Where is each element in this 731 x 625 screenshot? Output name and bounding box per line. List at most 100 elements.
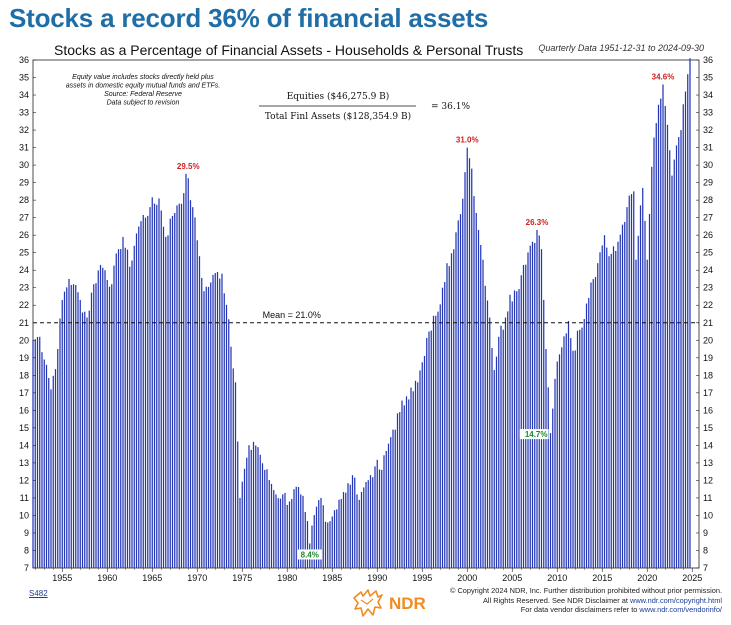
bar xyxy=(592,279,594,568)
bar xyxy=(333,510,336,568)
bar xyxy=(608,256,610,568)
bar xyxy=(70,284,72,568)
bar xyxy=(106,279,108,568)
bar xyxy=(68,278,70,568)
bar xyxy=(207,286,210,568)
bar xyxy=(392,429,394,568)
bar xyxy=(117,249,120,568)
bar xyxy=(165,236,167,568)
bar xyxy=(666,124,669,569)
bar xyxy=(574,350,576,568)
y-tick-label-left: 36 xyxy=(19,55,29,65)
bar xyxy=(239,497,241,568)
bar xyxy=(426,337,428,568)
y-tick-label-left: 17 xyxy=(19,388,29,398)
bar xyxy=(268,480,270,568)
bar xyxy=(57,349,59,568)
bar xyxy=(642,187,644,568)
bar xyxy=(446,263,448,568)
bar xyxy=(547,387,549,568)
bar xyxy=(385,451,387,568)
bar xyxy=(378,469,381,568)
y-tick-label-right: 24 xyxy=(703,265,713,275)
bar xyxy=(147,215,149,568)
y-tick-label-right: 27 xyxy=(703,213,713,223)
y-tick-label-right: 35 xyxy=(703,73,713,83)
bar xyxy=(612,246,615,568)
bar xyxy=(248,445,250,568)
bar xyxy=(138,226,140,568)
bar xyxy=(43,359,45,568)
note-line: Source: Federal Reserve xyxy=(104,91,182,98)
y-tick-label-left: 10 xyxy=(19,510,29,520)
y-tick-label-right: 7 xyxy=(703,563,708,573)
bar xyxy=(594,277,597,568)
y-tick-label-left: 35 xyxy=(19,73,29,83)
bar xyxy=(439,304,441,568)
bar xyxy=(327,522,329,568)
y-tick-label-left: 7 xyxy=(24,563,29,573)
bar xyxy=(651,166,653,569)
bar xyxy=(417,382,419,568)
annotations-group: 29.5% 8.4% 31.0% 26.3% 14.7% 34.6% xyxy=(177,73,674,560)
bar xyxy=(255,445,257,568)
copyright-link[interactable]: www.ndr.com/copyright.html xyxy=(629,595,722,605)
bar xyxy=(336,509,338,568)
bar xyxy=(345,492,347,568)
vendorinfo-link[interactable]: www.ndr.com/vendorinfo/ xyxy=(639,605,722,615)
bar xyxy=(504,317,507,568)
bar xyxy=(225,304,228,568)
x-tick-label: 2015 xyxy=(592,573,612,583)
x-tick-label: 2010 xyxy=(547,573,567,583)
bar xyxy=(477,229,480,568)
y-tick-label-right: 29 xyxy=(703,178,713,188)
bar xyxy=(63,291,66,568)
bar xyxy=(453,249,455,568)
x-tick-label: 1960 xyxy=(97,573,117,583)
formula-group: Equities ($46,275.9 B) Total Finl Assets… xyxy=(259,91,470,122)
x-axis: 1955 1960 1965 1970 1975 1980 1985 1990 1995 2000… xyxy=(35,568,702,583)
y-tick-label-right: 9 xyxy=(703,528,708,538)
bar xyxy=(423,356,426,568)
bar xyxy=(277,498,279,568)
bar xyxy=(322,505,324,568)
bar xyxy=(88,310,90,568)
bar xyxy=(52,375,54,568)
bar xyxy=(367,480,369,568)
bar xyxy=(491,348,493,568)
bar xyxy=(387,443,390,568)
bar xyxy=(120,249,122,569)
copyright-line-2-text: All Rights Reserved. See NDR Disclaimer … xyxy=(482,595,630,605)
y-tick-label-right: 28 xyxy=(703,195,713,205)
bar xyxy=(203,291,205,568)
bar xyxy=(459,214,462,568)
bar xyxy=(617,241,619,568)
bar xyxy=(300,494,302,568)
bar xyxy=(572,350,574,568)
bar xyxy=(484,285,486,568)
bar xyxy=(174,212,176,569)
bar xyxy=(576,330,579,568)
bar xyxy=(394,429,396,568)
bar xyxy=(657,104,660,568)
bar xyxy=(230,346,232,568)
bar xyxy=(428,331,430,568)
y-tick-label-right: 21 xyxy=(703,318,713,328)
bar xyxy=(171,215,174,568)
bar xyxy=(554,378,556,568)
y-tick-label-left: 12 xyxy=(19,475,29,485)
bar xyxy=(113,265,115,568)
bar xyxy=(61,299,63,568)
footer-code[interactable]: S482 xyxy=(29,589,48,598)
bar xyxy=(66,287,68,568)
y-tick-label-left: 19 xyxy=(19,353,29,363)
y-tick-label-left: 22 xyxy=(19,300,29,310)
bar xyxy=(599,252,601,568)
bar xyxy=(126,249,129,568)
bar xyxy=(84,311,86,568)
bar xyxy=(457,220,459,569)
bar xyxy=(318,500,320,568)
bar xyxy=(329,521,331,568)
bar xyxy=(516,291,518,568)
annotation-label: 29.5% xyxy=(177,162,200,171)
